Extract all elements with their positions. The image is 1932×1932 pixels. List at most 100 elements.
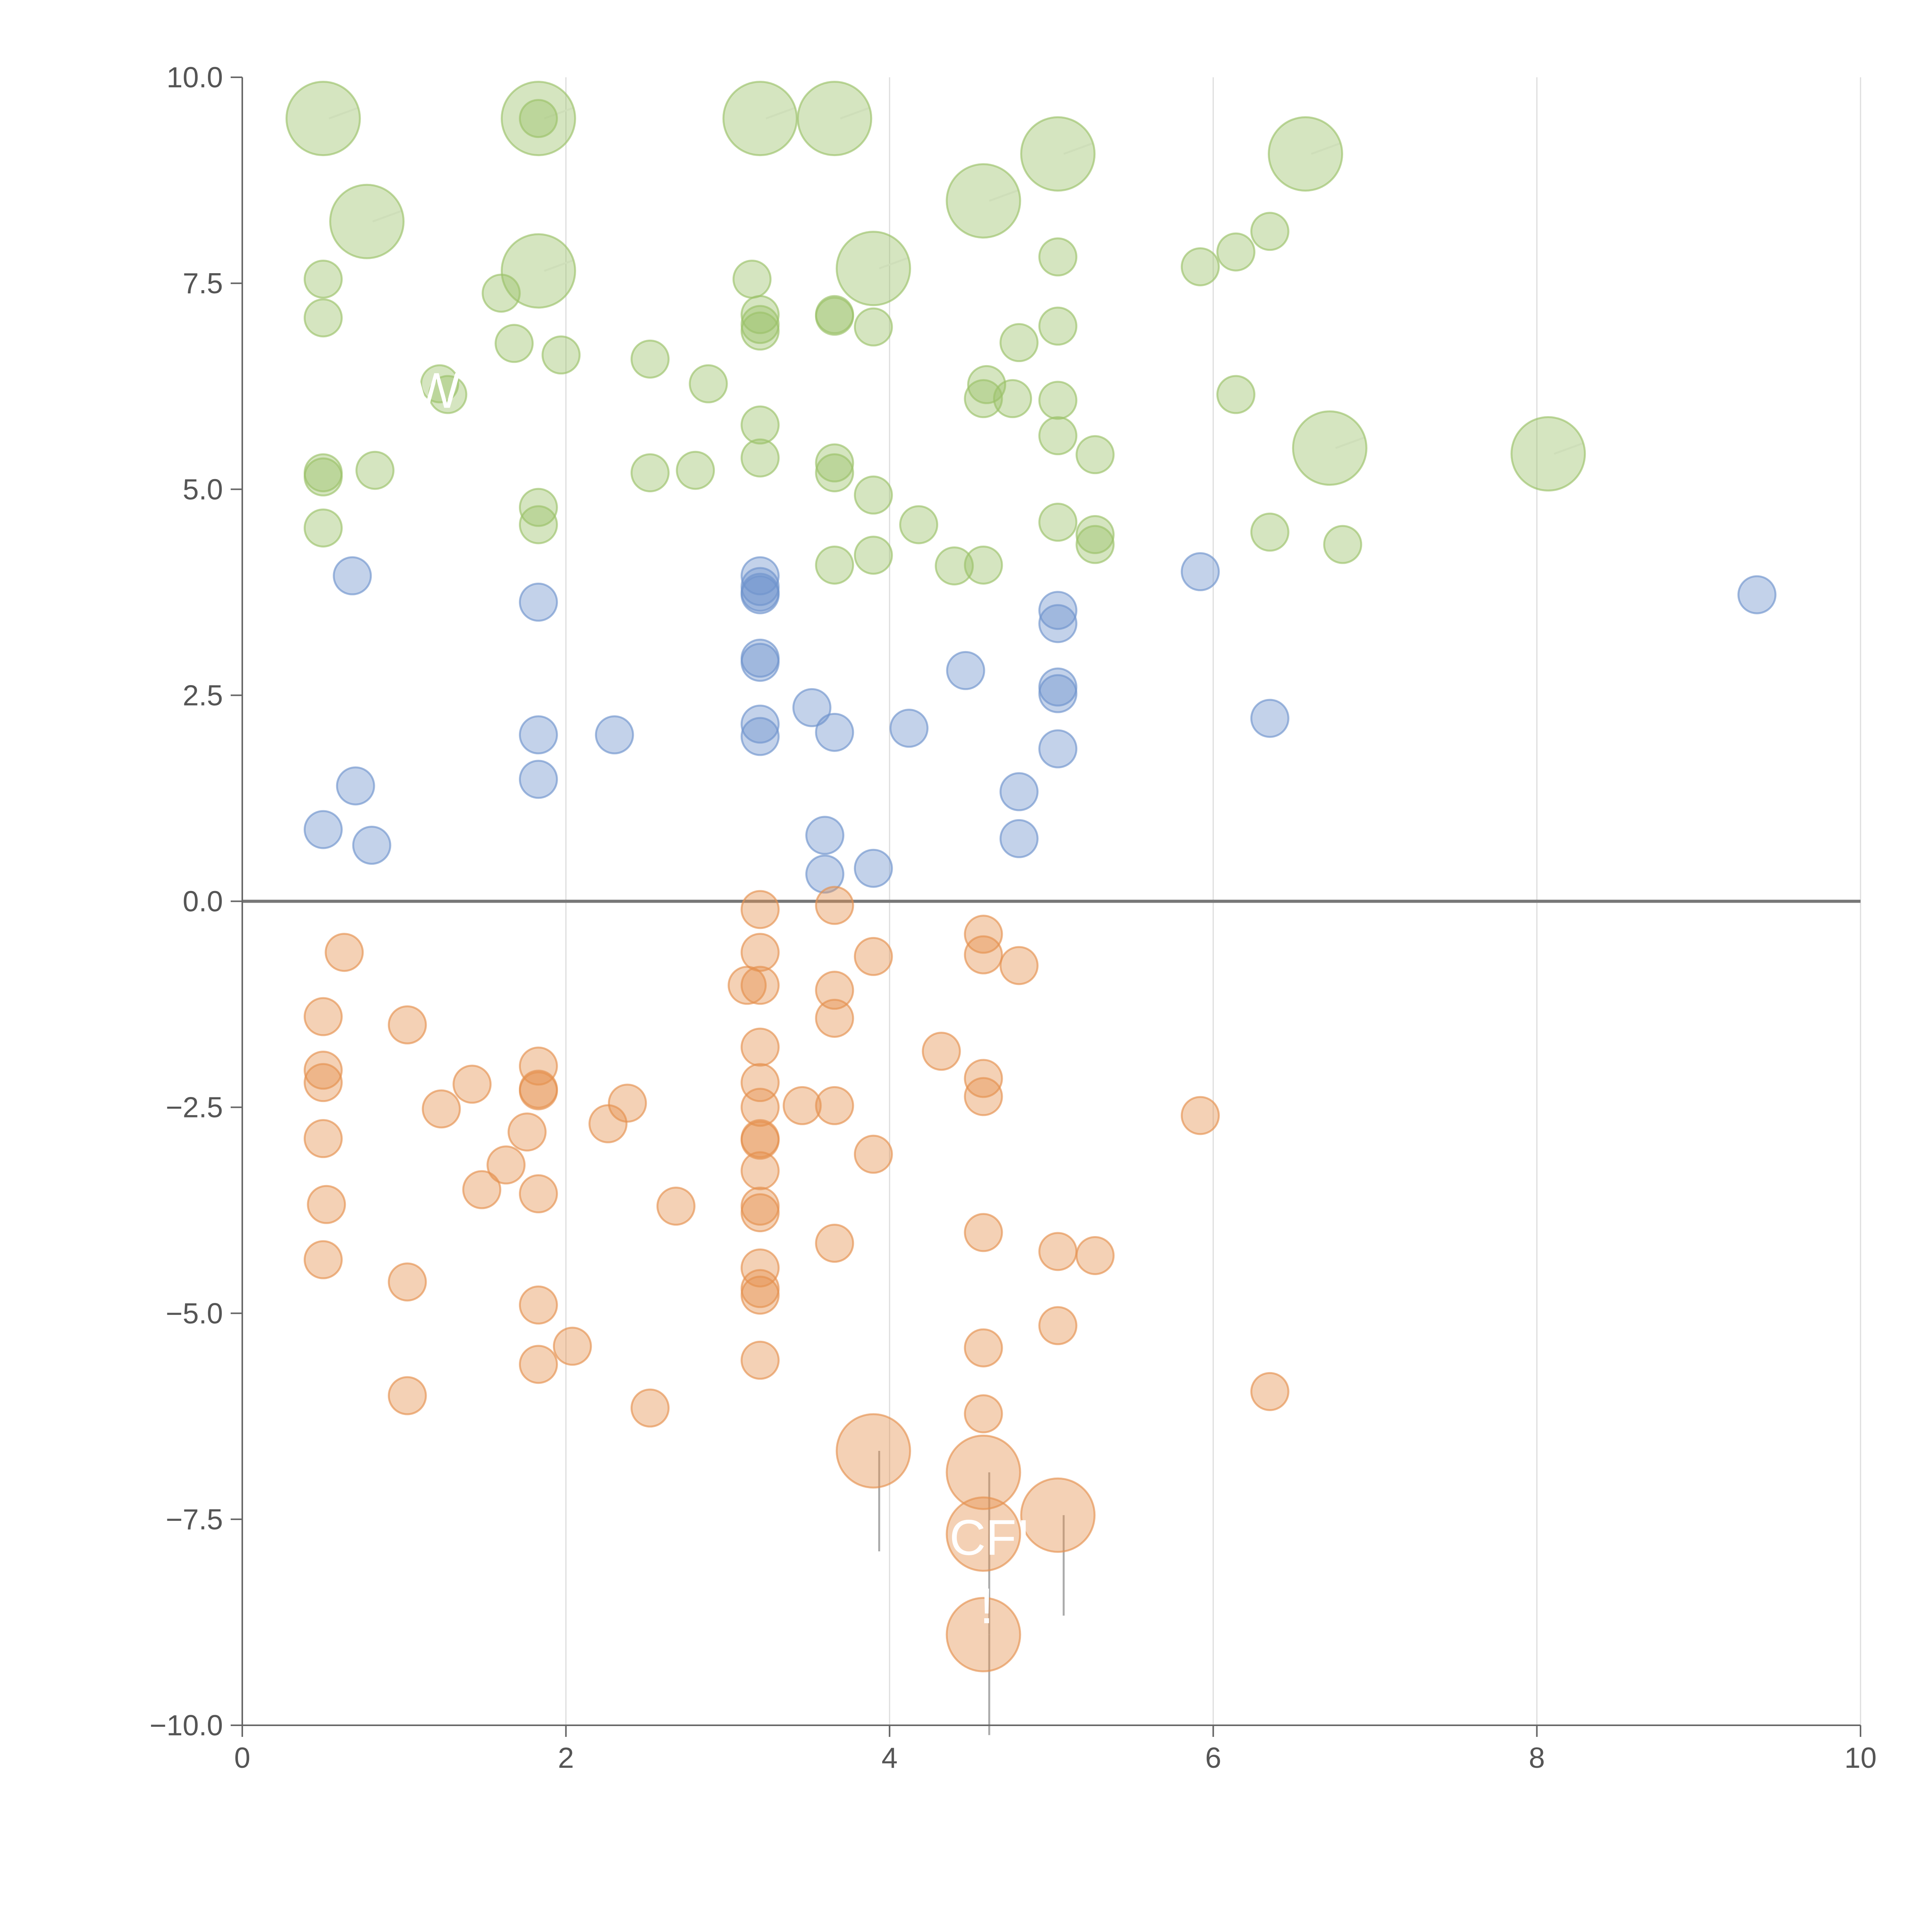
orange-bubble-35 — [1180, 1096, 1220, 1135]
green-bubble-58 — [303, 457, 343, 497]
orange-bubble-6 — [854, 937, 893, 976]
x-tick-label-5: 10 — [1844, 1742, 1876, 1774]
blue-bubble-7 — [1737, 575, 1777, 614]
bubbles — [285, 81, 1777, 1672]
green-leader-1 — [544, 107, 574, 119]
x-tick-label-0: 0 — [234, 1742, 250, 1774]
green-bubble-32 — [815, 453, 854, 493]
green-bubble-45 — [1038, 381, 1078, 420]
orange-bubble-42 — [656, 1187, 696, 1226]
orange-bubble-10 — [815, 971, 854, 1010]
orange-bubble-26 — [782, 1086, 822, 1125]
orange-bubble-3 — [964, 935, 1003, 975]
orange-bubble-41 — [307, 1185, 346, 1224]
orange-bubble-50 — [388, 1262, 427, 1302]
blue-bubble-9 — [1038, 604, 1078, 643]
green-bubble-1 — [500, 81, 576, 156]
orange-bubble-15 — [922, 1032, 961, 1071]
green-leader-3 — [840, 107, 870, 119]
orange-bubble-49 — [303, 1240, 343, 1279]
green-bubble-5 — [1268, 116, 1344, 192]
green-bubble-36 — [899, 505, 939, 544]
annotation-1: CFI — [949, 1509, 1030, 1566]
blue-bubble-25 — [519, 760, 558, 799]
green-leader-5 — [1311, 142, 1341, 155]
y-tick-label-4: 0.0 — [183, 885, 223, 918]
orange-bubble-59 — [740, 1340, 780, 1380]
green-bubble-11 — [1510, 416, 1586, 492]
green-bubble-54 — [1216, 375, 1255, 414]
orange-bubble-8 — [728, 966, 767, 1005]
blue-bubble-0 — [333, 556, 372, 595]
green-bubble-59 — [355, 451, 395, 490]
orange-bubble-2 — [964, 915, 1003, 954]
orange-bubble-51 — [740, 1248, 780, 1287]
blue-bubble-32 — [999, 819, 1039, 858]
green-leader-0 — [328, 107, 359, 119]
blue-bubble-31 — [854, 849, 893, 888]
orange-bubble-24 — [964, 1077, 1003, 1116]
blue-bubble-15 — [792, 688, 832, 727]
x-tick-label-1: 2 — [558, 1742, 574, 1774]
green-bubble-49 — [1075, 515, 1115, 554]
orange-bubble-21 — [519, 1071, 558, 1111]
orange-bubble-54 — [519, 1285, 558, 1325]
orange-bubble-11 — [815, 998, 854, 1038]
orange-bubble-0 — [740, 890, 780, 929]
y-tick-label-8: 10.0 — [167, 61, 223, 94]
green-bubble-20 — [630, 339, 670, 379]
green-bubble-60 — [303, 508, 343, 548]
y-tick-label-2: −5.0 — [166, 1297, 223, 1330]
orange-bubble-5 — [740, 933, 780, 972]
green-bubble-61 — [519, 488, 558, 527]
blue-bubble-27 — [303, 810, 343, 849]
orange-bubble-55 — [1038, 1306, 1078, 1345]
blue-bubble-20 — [595, 715, 634, 755]
green-bubble-19 — [420, 364, 459, 403]
green-leader-10 — [1335, 436, 1365, 449]
orange-bubble-66 — [1020, 1477, 1096, 1553]
blue-bubble-29 — [805, 816, 845, 855]
orange-bubble-1 — [815, 886, 854, 925]
blue-bubble-21 — [889, 709, 929, 748]
orange-bubble-58 — [519, 1345, 558, 1384]
green-bubble-6 — [329, 184, 405, 259]
blue-bubble-28 — [352, 825, 391, 865]
green-bubble-37 — [935, 546, 974, 586]
blue-bubble-19 — [519, 715, 558, 755]
orange-bubble-68 — [946, 1597, 1021, 1672]
orange-bubble-18 — [452, 1065, 492, 1104]
orange-bubble-31 — [507, 1112, 547, 1152]
green-leader-6 — [372, 210, 402, 223]
green-bubble-44 — [1038, 306, 1078, 346]
orange-bubble-64 — [835, 1413, 911, 1489]
orange-bubble-29 — [740, 1088, 780, 1127]
orange-bubble-63 — [1250, 1372, 1289, 1411]
y-tick-label-1: −7.5 — [166, 1503, 223, 1536]
green-bubble-56 — [1323, 525, 1362, 564]
blue-bubble-5 — [740, 573, 780, 612]
axes: −10.0 −7.5 −5.0 −2.5 0.0 2.5 5.0 7.5 10.0 0 2 4 6 8 10 — [150, 61, 1877, 1774]
green-bubble-4 — [1020, 116, 1096, 192]
orange-bubble-47 — [1038, 1232, 1078, 1271]
green-leader-4 — [1063, 142, 1093, 155]
y-tick-label-5: 2.5 — [183, 679, 223, 711]
green-bubble-46 — [1038, 416, 1078, 456]
green-bubble-17 — [541, 335, 581, 375]
green-bubble-38 — [964, 545, 1003, 585]
orange-bubble-48 — [1075, 1236, 1115, 1275]
blue-bubble-24 — [336, 766, 375, 806]
green-bubble-50 — [1075, 525, 1115, 564]
green-bubble-62 — [519, 505, 558, 544]
green-bubble-42 — [999, 323, 1039, 362]
orange-bubble-40 — [519, 1174, 558, 1214]
green-bubble-14 — [303, 298, 343, 338]
x-tick-label-2: 4 — [881, 1742, 898, 1774]
orange-bubble-4 — [999, 946, 1039, 985]
blue-bubble-18 — [740, 717, 780, 756]
x-tick-label-4: 8 — [1529, 1742, 1545, 1774]
green-bubble-39 — [967, 365, 1006, 404]
orange-bubble-32 — [303, 1119, 343, 1158]
blue-bubble-11 — [740, 643, 780, 682]
blue-bubble-30 — [805, 854, 845, 894]
